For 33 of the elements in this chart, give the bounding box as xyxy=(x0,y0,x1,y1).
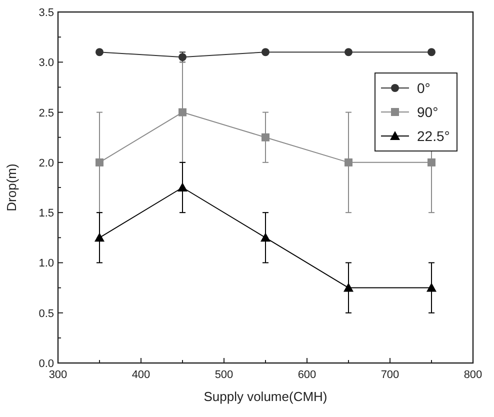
x-tick-label: 400 xyxy=(132,369,150,381)
y-tick-label: 1.5 xyxy=(38,208,54,220)
y-tick-label: 2.5 xyxy=(38,107,54,120)
y-tick-label: 0.5 xyxy=(38,308,54,320)
x-axis-title: Supply volume(CMH) xyxy=(204,389,328,404)
point xyxy=(96,158,104,166)
point xyxy=(178,108,186,116)
point xyxy=(262,48,270,56)
point xyxy=(428,158,436,166)
point xyxy=(94,232,104,242)
x-tick-label: 600 xyxy=(298,369,316,381)
y-tick-label: 0.0 xyxy=(38,358,54,370)
y-tick-label: 1.0 xyxy=(38,258,54,270)
x-tick-label: 300 xyxy=(48,369,68,381)
point xyxy=(426,282,436,292)
y-axis-title: Drop(m) xyxy=(4,164,19,212)
legend-label: 22.5° xyxy=(417,128,450,144)
point xyxy=(178,182,188,192)
point xyxy=(262,133,270,142)
y-tick-label: 3.0 xyxy=(38,57,54,70)
x-tick-label: 700 xyxy=(380,369,400,381)
point xyxy=(428,48,436,56)
x-tick-label: 800 xyxy=(464,369,482,381)
y-tick-label: 2.0 xyxy=(38,157,54,170)
point xyxy=(344,282,354,292)
legend-label: 90° xyxy=(417,104,438,120)
point xyxy=(344,48,352,56)
point xyxy=(96,48,104,56)
point xyxy=(260,232,270,242)
legend-label: 0° xyxy=(417,80,430,96)
x-tick-label: 500 xyxy=(214,369,234,381)
point xyxy=(344,158,352,166)
y-tick-label: 3.5 xyxy=(38,7,54,19)
